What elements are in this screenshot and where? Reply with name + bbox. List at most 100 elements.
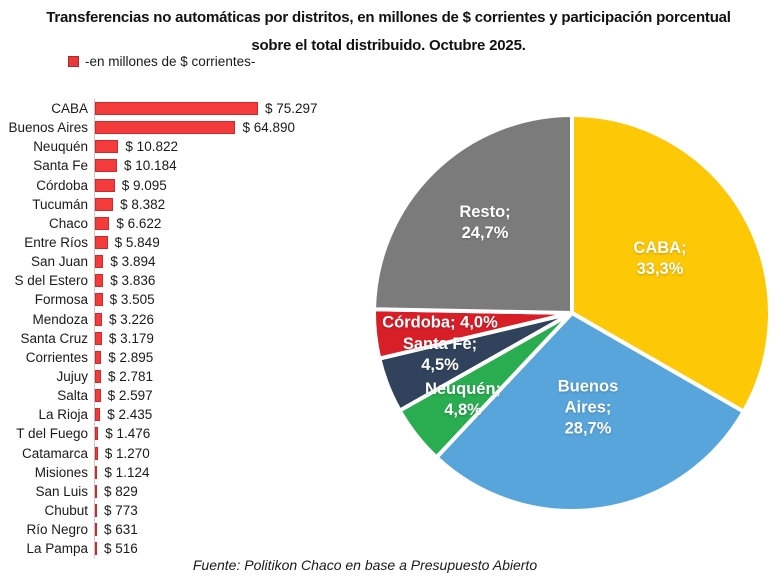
legend: -en millones de $ corrientes- xyxy=(68,54,255,69)
bar xyxy=(95,350,102,364)
bar-value-label: $ 75.297 xyxy=(265,101,318,117)
bar-value-label: $ 3.836 xyxy=(110,273,156,289)
bar xyxy=(95,484,97,498)
bar-track: $ 64.890 xyxy=(94,118,362,138)
bar-track: $ 3.836 xyxy=(94,271,362,291)
bar-row: Salta $ 2.597 xyxy=(2,386,362,406)
bar-track: $ 10.822 xyxy=(94,137,362,157)
bar-row: Entre Ríos $ 5.849 xyxy=(2,232,362,253)
pie-label-cordoba: Córdoba; 4,0% xyxy=(382,313,498,332)
bar-row: San Luis $ 829 xyxy=(2,481,362,501)
bar-category-label: Buenos Aires xyxy=(8,120,88,136)
bar-category-label: San Juan xyxy=(30,254,88,270)
pie-label-buenos-aires: Buenos Aires; 28,7% xyxy=(557,377,619,438)
bar-row: T del Fuego $ 1.476 xyxy=(2,424,362,444)
bar-value-label: $ 1.270 xyxy=(104,445,150,461)
bar-category-label: CABA xyxy=(51,101,88,117)
pie-chart: Resto; 24,7% CABA; 33,3% Córdoba; 4,0% S… xyxy=(370,111,774,515)
bar-track: $ 2.781 xyxy=(94,366,362,387)
bar xyxy=(95,408,101,422)
legend-swatch-icon xyxy=(68,56,79,67)
bar-value-label: $ 10.822 xyxy=(125,139,178,155)
bar-track: $ 1.476 xyxy=(94,424,362,444)
chart-title: Transferencias no automáticas por distri… xyxy=(0,4,777,60)
bar-row: Corrientes $ 2.895 xyxy=(2,347,362,367)
bar-category-label: Neuquén xyxy=(33,139,88,155)
bar-row: San Juan $ 3.894 xyxy=(2,252,362,272)
bar xyxy=(95,331,102,345)
bar-category-label: Jujuy xyxy=(56,369,88,385)
bar-row: Río Negro $ 631 xyxy=(2,520,362,540)
bar-value-label: $ 3.179 xyxy=(108,330,154,346)
bar-value-label: $ 3.226 xyxy=(108,311,155,327)
bar-value-label: $ 829 xyxy=(104,483,138,499)
bar-category-label: Santa Cruz xyxy=(20,330,88,346)
bar-row: La Pampa $ 516 xyxy=(2,539,362,559)
bar-track: $ 2.597 xyxy=(94,386,362,406)
bar-value-label: $ 516 xyxy=(104,541,138,557)
pie-label-resto: Resto; 24,7% xyxy=(459,203,511,242)
bar-track: $ 3.894 xyxy=(94,252,362,272)
bar xyxy=(95,504,97,518)
bar-row: Mendoza $ 3.226 xyxy=(2,309,362,329)
pie-slice-resto xyxy=(372,113,574,315)
bar xyxy=(95,370,102,384)
bar-value-label: $ 6.622 xyxy=(116,215,162,231)
bar-track: $ 75.297 xyxy=(94,99,362,119)
bar-track: $ 5.849 xyxy=(94,232,362,253)
bar-category-label: Chubut xyxy=(44,503,88,519)
bar-category-label: Formosa xyxy=(34,292,88,308)
pie-label-santa-fe: Santa Fe; 4,5% xyxy=(402,335,478,374)
bar-row: CABA $ 75.297 xyxy=(2,99,362,119)
bar xyxy=(95,274,104,288)
bar-row: Catamarca $ 1.270 xyxy=(2,443,362,463)
bar-category-label: La Rioja xyxy=(38,407,88,423)
bar-value-label: $ 3.505 xyxy=(109,292,155,308)
pie-label-neuquen: Neuquén; 4,8% xyxy=(424,380,502,419)
bar xyxy=(95,389,101,403)
bar-value-label: $ 2.597 xyxy=(107,388,153,404)
bar-category-label: Catamarca xyxy=(21,445,88,461)
title-line2: sobre el total distribuido. Octubre 2025… xyxy=(251,37,526,54)
bar-chart: CABA $ 75.297 Buenos Aires $ 64.890 Neuquén $… xyxy=(2,99,362,559)
bar-row: Chaco $ 6.622 xyxy=(2,213,362,233)
bar-category-label: Río Negro xyxy=(26,522,88,538)
bar-row: Neuquén $ 10.822 xyxy=(2,137,362,157)
bar xyxy=(95,121,236,135)
bar-row: Formosa $ 3.505 xyxy=(2,290,362,310)
pie-svg xyxy=(372,113,772,514)
bar-row: Buenos Aires $ 64.890 xyxy=(2,118,362,138)
bar xyxy=(95,427,99,441)
bar-category-label: T del Fuego xyxy=(16,426,88,442)
bar-track: $ 3.505 xyxy=(94,290,362,310)
pie-slice-caba xyxy=(570,113,772,414)
bar-value-label: $ 1.124 xyxy=(104,464,150,480)
bar xyxy=(95,102,258,116)
source-note: Fuente: Politikon Chaco en base a Presup… xyxy=(192,557,538,573)
bar-value-label: $ 8.382 xyxy=(120,196,166,212)
legend-label: -en millones de $ corrientes- xyxy=(85,54,256,69)
bar-row: Santa Fe $ 10.184 xyxy=(2,156,362,176)
bar xyxy=(95,542,97,556)
bar-category-label: Entre Ríos xyxy=(24,235,88,251)
bar-row: Jujuy $ 2.781 xyxy=(2,366,362,387)
bar-track: $ 631 xyxy=(94,520,362,540)
bar-row: La Rioja $ 2.435 xyxy=(2,405,362,425)
bar-category-label: Mendoza xyxy=(32,311,88,327)
bar-track: $ 6.622 xyxy=(94,213,362,233)
pie-slice-buenos-aires xyxy=(434,311,746,514)
bar-category-label: Santa Fe xyxy=(33,158,88,174)
bar-track: $ 516 xyxy=(94,539,362,559)
bar-value-label: $ 9.095 xyxy=(121,177,167,193)
bar-value-label: $ 2.781 xyxy=(108,369,154,385)
bar-category-label: Tucumán xyxy=(32,196,88,212)
bar-category-label: Corrientes xyxy=(25,349,88,365)
bar-category-label: Salta xyxy=(57,388,88,404)
bar xyxy=(95,216,110,230)
bar-category-label: Misiones xyxy=(34,464,88,480)
bar xyxy=(95,312,102,326)
bar-value-label: $ 10.184 xyxy=(124,158,177,174)
bar-track: $ 1.270 xyxy=(94,443,362,463)
bar xyxy=(95,140,119,154)
